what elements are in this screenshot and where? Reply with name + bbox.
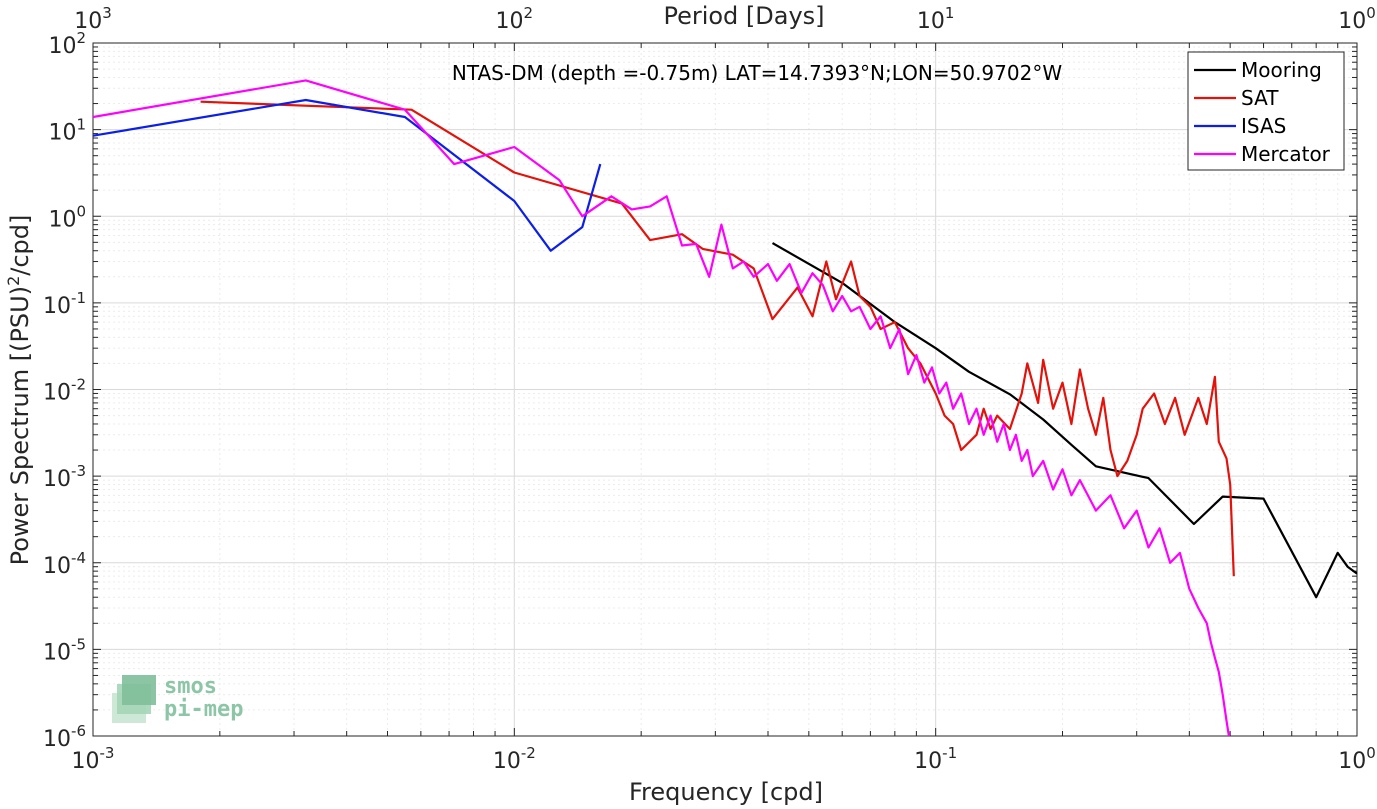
legend-label-isas: ISAS: [1241, 114, 1286, 138]
legend-box: [1187, 51, 1345, 171]
series-line-mercator: [93, 79, 1231, 736]
y-tick-label-exp: 0: [76, 202, 86, 220]
smos-pi-mep-logo: smos pi-mep: [112, 674, 243, 723]
grid: [92, 43, 1357, 737]
top-tick-label-exp: 1: [945, 4, 955, 22]
top-tick-label: 103: [74, 4, 112, 34]
top-tick-label-base: 10: [74, 9, 102, 34]
x-tick-label-exp: -1: [942, 744, 957, 762]
y-tick-label-exp: -4: [71, 549, 86, 567]
x-tick-label-base: 10: [914, 749, 942, 774]
y-tick-label-exp: -1: [71, 289, 86, 307]
y-tick-label-base: 10: [43, 467, 71, 492]
x-tick-label-exp: 0: [1366, 744, 1376, 762]
top-tick-label: 102: [496, 4, 534, 34]
legend-label-mooring: Mooring: [1241, 58, 1322, 82]
y-tick-label-base: 10: [48, 34, 76, 59]
y-axis-title-tail: /cpd]: [6, 215, 34, 276]
x-tick-label-exp: -2: [521, 744, 536, 762]
x-tick-label-base: 10: [72, 749, 100, 774]
chart-title: NTAS-DM (depth =-0.75m) LAT=14.7393°N;LO…: [452, 61, 1062, 85]
y-tick-label-base: 10: [43, 640, 71, 665]
top-tick-label: 101: [917, 4, 955, 34]
logo-layer-3: [122, 675, 156, 705]
x-tick-label: 10-1: [914, 744, 957, 774]
y-tick-label: 10-5: [43, 635, 86, 665]
top-axis-title: Period [Days]: [663, 2, 824, 30]
y-tick-label-exp: -6: [71, 722, 86, 740]
y-tick-label-exp: -5: [71, 635, 86, 653]
y-tick-label-base: 10: [43, 554, 71, 579]
top-tick-label-exp: 2: [524, 4, 534, 22]
y-tick-label: 10-3: [43, 462, 86, 492]
x-axis-title: Frequency [cpd]: [629, 778, 823, 806]
legend-label-mercator: Mercator: [1241, 142, 1331, 166]
y-tick-label: 10-2: [43, 376, 86, 406]
x-tick-label-base: 10: [1338, 749, 1366, 774]
y-tick-label: 10-4: [43, 549, 86, 579]
logo-text-pi-mep: pi-mep: [164, 697, 243, 722]
x-tick-label: 100: [1338, 744, 1376, 774]
y-axis-title-main: Power Spectrum [(PSU): [6, 286, 34, 565]
series-line-mooring: [771, 242, 1357, 599]
y-tick-label-base: 10: [43, 381, 71, 406]
y-tick-label-base: 10: [43, 294, 71, 319]
series-line-isas: [93, 98, 602, 252]
y-tick-label-base: 10: [43, 727, 71, 752]
y-tick-label: 100: [48, 202, 86, 232]
x-tick-label: 10-3: [72, 744, 115, 774]
top-tick-label-base: 10: [917, 9, 945, 34]
x-tick-label-exp: -3: [100, 744, 115, 762]
top-tick-label-exp: 0: [1366, 4, 1376, 22]
top-tick-label-exp: 3: [102, 4, 112, 22]
y-tick-label: 102: [48, 29, 86, 59]
legend: Mooring SAT ISAS Mercator: [1187, 51, 1345, 171]
y-tick-label-exp: -3: [71, 462, 86, 480]
series-layer: [93, 79, 1357, 736]
top-tick-label-base: 10: [1338, 9, 1366, 34]
y-tick-label: 10-1: [43, 289, 86, 319]
top-axis-tick-labels: 103 102 101 100: [74, 4, 1376, 34]
x-tick-label: 10-2: [493, 744, 536, 774]
top-tick-label: 100: [1338, 4, 1376, 34]
tick-marks: [92, 43, 1357, 737]
legend-label-sat: SAT: [1241, 86, 1279, 110]
y-tick-label-exp: -2: [71, 376, 86, 394]
y-axis-title: Power Spectrum [(PSU)2/cpd]: [4, 215, 34, 566]
series-line-sat: [200, 100, 1235, 577]
x-tick-label-base: 10: [493, 749, 521, 774]
y-tick-label-exp: 1: [76, 116, 86, 134]
x-tick-labels: 10-3 10-2 10-1 100: [72, 744, 1376, 774]
y-tick-label: 101: [48, 116, 86, 146]
y-tick-label: 10-6: [43, 722, 86, 752]
y-axis-title-sup: 2: [4, 276, 23, 286]
y-tick-label-base: 10: [48, 207, 76, 232]
y-tick-label-base: 10: [48, 121, 76, 146]
logo-text-smos: smos: [164, 674, 217, 699]
top-tick-label-base: 10: [496, 9, 524, 34]
y-tick-label-exp: 2: [76, 29, 86, 47]
